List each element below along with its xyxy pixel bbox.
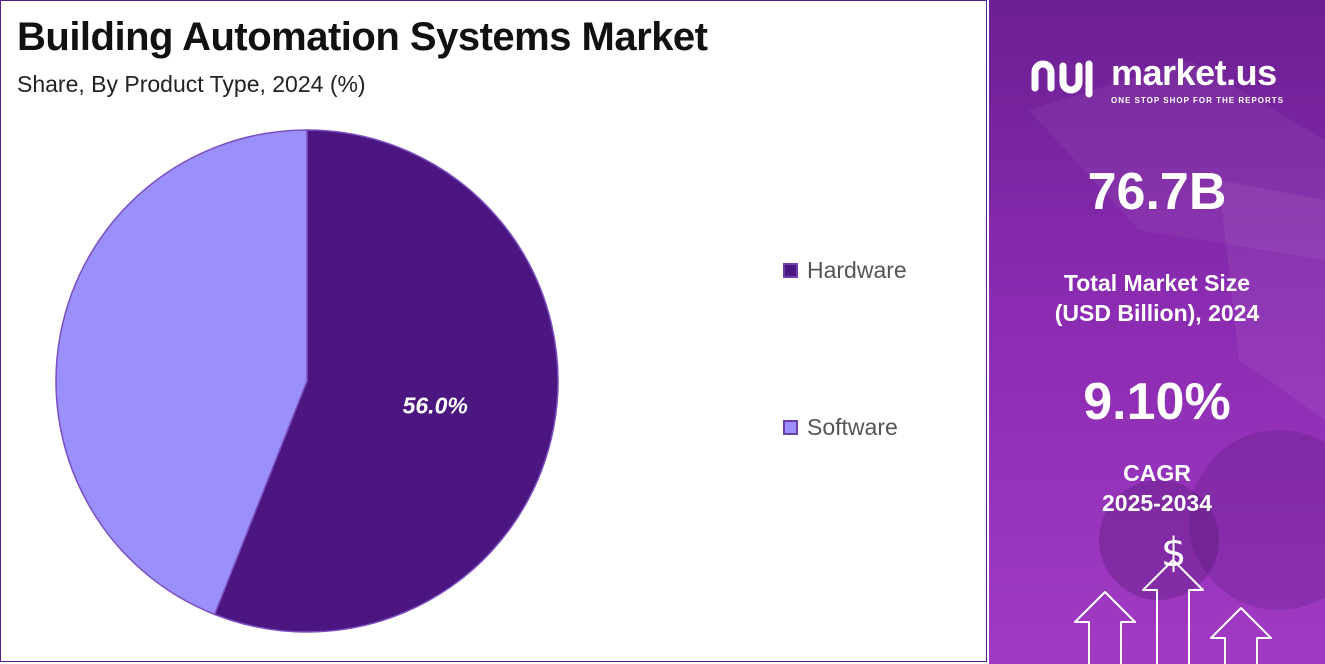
market-size-label-line2: (USD Billion), 2024: [1054, 300, 1260, 326]
legend-label-software: Software: [807, 414, 898, 440]
chart-title: Building Automation Systems Market: [17, 15, 708, 59]
pie-chart: 56.0%: [55, 129, 559, 633]
cagr-label-line1: CAGR: [1123, 460, 1191, 486]
brand-tagline: ONE STOP SHOP FOR THE REPORTS: [1111, 96, 1285, 105]
market-size-label-line1: Total Market Size: [1063, 270, 1251, 296]
pie-label-hardware: 56.0%: [403, 392, 468, 418]
legend-swatch-hardware: [783, 263, 798, 278]
cagr-value: 9.10%: [1083, 373, 1231, 431]
brand: market.us ONE STOP SHOP FOR THE REPORTS: [1029, 52, 1299, 108]
legend-item-hardware: Hardware: [783, 257, 907, 284]
brand-name: market.us: [1111, 52, 1277, 93]
legend-item-software: Software: [783, 414, 898, 441]
chart-subtitle: Share, By Product Type, 2024 (%): [17, 71, 366, 97]
legend-swatch-software: [783, 420, 798, 435]
background-decoration: [1029, 60, 1325, 610]
legend-label-hardware: Hardware: [807, 257, 907, 283]
pie-slice-software: [55, 129, 308, 616]
chart-area: 56.0% Building Automation Systems Market…: [0, 0, 987, 662]
cagr-label-line2: 2025-2034: [1102, 490, 1212, 516]
pie-slice-hardware: [213, 129, 559, 633]
market-size-value: 76.7B: [1087, 163, 1227, 221]
market-us-logo-icon: [1031, 60, 1093, 98]
side-panel: market.us ONE STOP SHOP FOR THE REPORTS …: [989, 0, 1325, 664]
growth-arrow-icon: [1074, 559, 1272, 664]
